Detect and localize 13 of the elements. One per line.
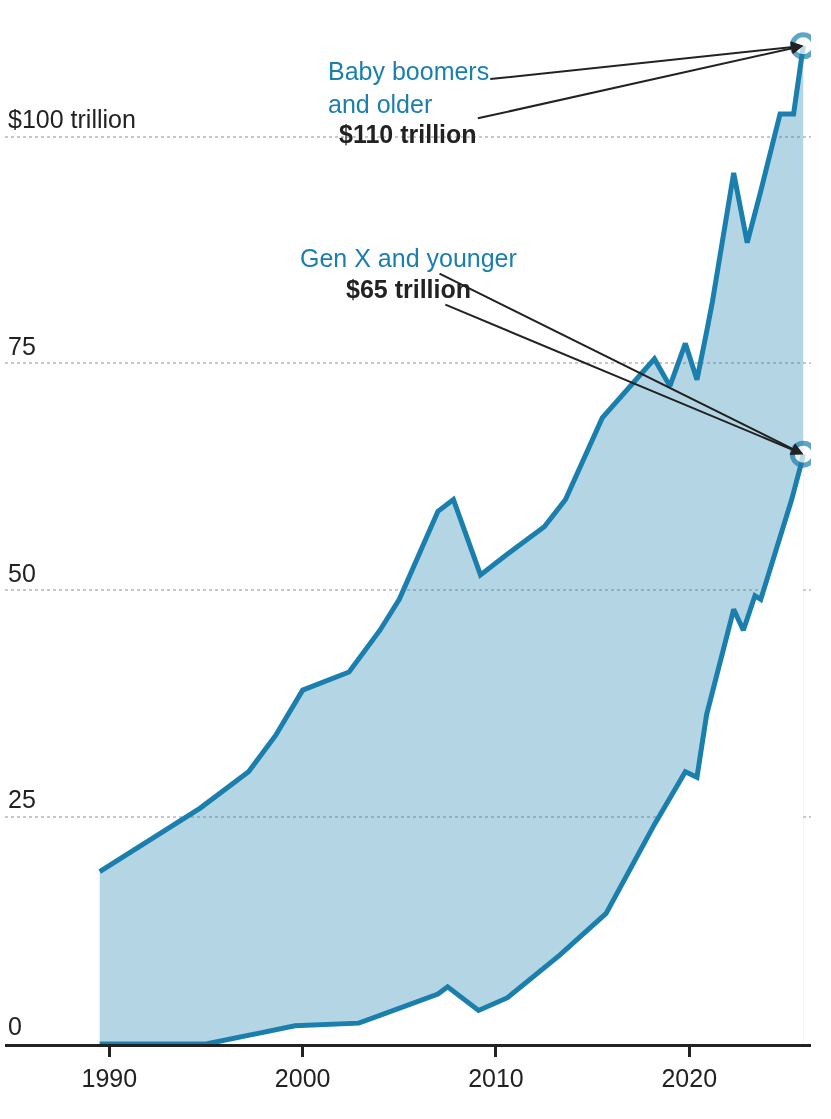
y-tick-label: $100 trillion — [8, 104, 136, 133]
x-tick-label: 2010 — [468, 1064, 524, 1092]
y-tick-label: 75 — [8, 331, 36, 360]
annotation: $65 trillion — [346, 275, 472, 303]
y-tick-label: 0 — [8, 1012, 22, 1041]
y-tick-label: 25 — [8, 785, 36, 814]
x-tick-label: 2020 — [661, 1064, 718, 1092]
y-tick-label: 50 — [8, 558, 36, 587]
x-tick-label: 2000 — [274, 1064, 331, 1092]
annotation: $110 trillion — [339, 120, 477, 148]
text: Baby boomers and older — [328, 57, 490, 118]
x-tick-label: 1990 — [81, 1064, 138, 1092]
text: Gen X and younger — [300, 244, 517, 272]
